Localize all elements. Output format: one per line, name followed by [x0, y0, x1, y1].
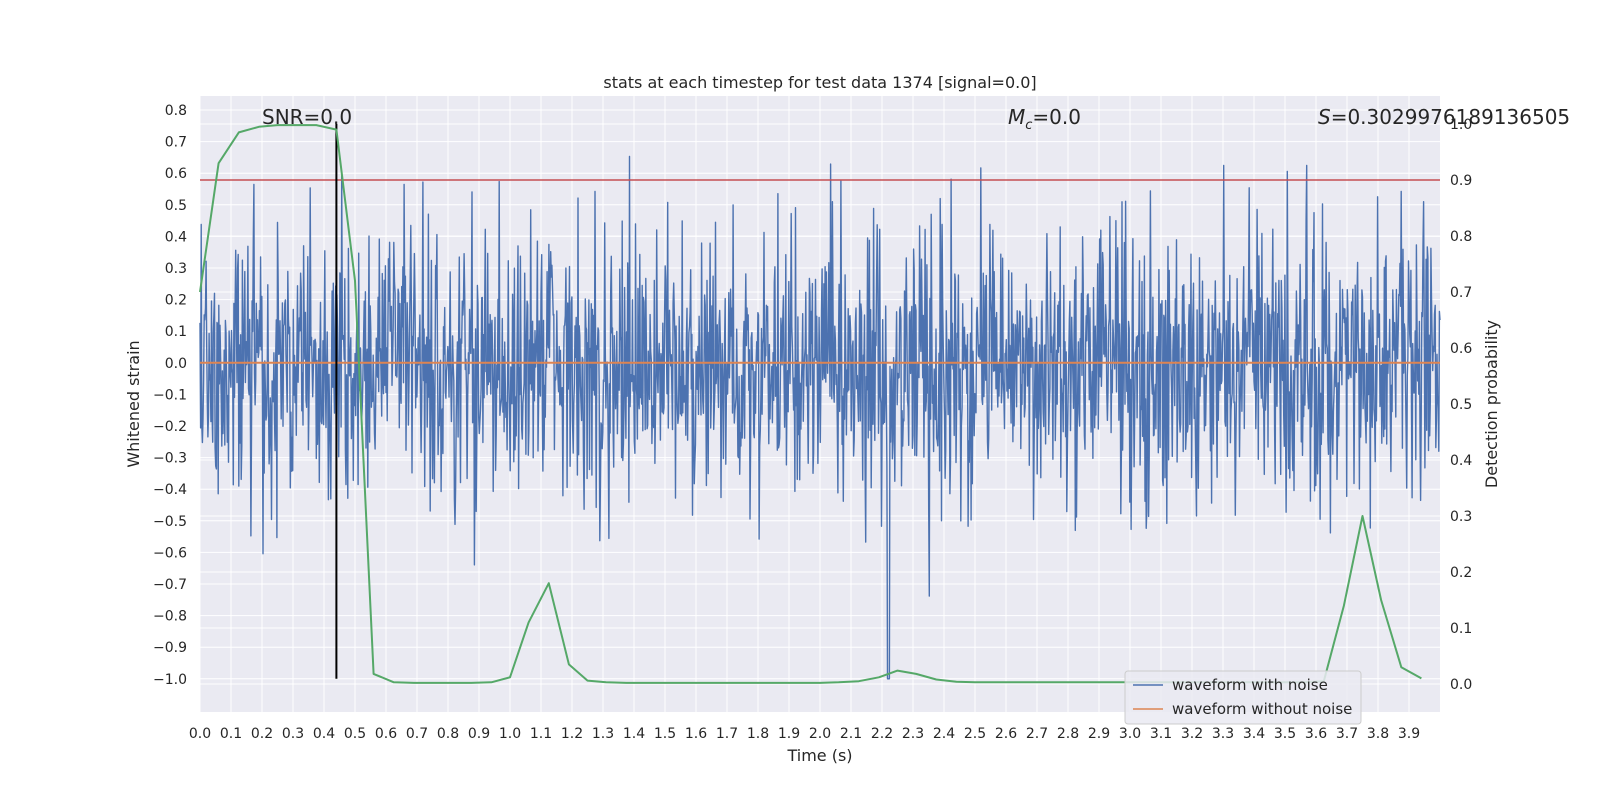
mc-value: =0.0: [1032, 105, 1081, 129]
x-tick-label: 0.3: [282, 726, 304, 742]
y2-tick-label: 1.0: [1450, 117, 1472, 133]
y2-tick-label: 0.9: [1450, 173, 1472, 189]
y-tick-label: −0.8: [153, 609, 187, 625]
s-symbol: S: [1318, 105, 1331, 129]
legend-box: [1124, 670, 1362, 725]
y2-tick-label: 0.5: [1450, 397, 1472, 413]
y-axis-label: Whitened strain: [124, 340, 143, 467]
y2-tick-label: 0.6: [1450, 341, 1472, 357]
y2-tick-label: 0.2: [1450, 565, 1472, 581]
y2-ticks: 1.0 0.9 0.8 0.7 0.6 0.5 0.4 0.3 0.2 0.1 0.0: [1450, 117, 1472, 693]
y2-tick-label: 0.3: [1450, 509, 1472, 525]
x-tick-label: 3.1: [1150, 726, 1172, 742]
x-tick-label: 2.3: [902, 726, 924, 742]
x-tick-label: 1.1: [530, 726, 552, 742]
x-tick-label: 2.4: [933, 726, 955, 742]
y-tick-label: 0.4: [165, 229, 187, 245]
x-tick-label: 0.5: [344, 726, 366, 742]
x-ticks: 0.0 0.1 0.2 0.3 0.4 0.5 0.6 0.7 0.8 0.9 1.0 1.1 1.2 1…: [189, 726, 1420, 742]
y-tick-label: −0.3: [153, 451, 187, 467]
x-tick-label: 1.4: [623, 726, 645, 742]
x-tick-label: 3.5: [1274, 726, 1296, 742]
x-tick-label: 0.0: [189, 726, 211, 742]
y-tick-label: 0.5: [165, 198, 187, 214]
mc-subscript: c: [1025, 118, 1032, 133]
y-tick-label: 0.0: [165, 356, 187, 372]
x-tick-label: 1.5: [654, 726, 676, 742]
legend-label-clean: waveform without noise: [1172, 700, 1352, 718]
x-tick-label: 0.2: [251, 726, 273, 742]
x-tick-label: 1.6: [685, 726, 707, 742]
x-tick-label: 1.7: [716, 726, 738, 742]
y2-axis-label: Detection probability: [1482, 320, 1501, 488]
x-tick-label: 0.4: [313, 726, 335, 742]
y-tick-label: −0.2: [153, 419, 187, 435]
x-tick-label: 2.9: [1088, 726, 1110, 742]
x-tick-label: 2.7: [1026, 726, 1048, 742]
x-tick-label: 1.0: [499, 726, 521, 742]
s-annotation: S=0.3029976189136505: [1318, 105, 1570, 129]
y2-tick-label: 0.0: [1450, 677, 1472, 693]
y-tick-label: −0.5: [153, 514, 187, 530]
y-tick-label: 0.7: [165, 135, 187, 151]
x-tick-label: 3.4: [1243, 726, 1265, 742]
x-tick-label: 3.7: [1336, 726, 1358, 742]
x-axis-label: Time (s): [786, 746, 852, 765]
y2-tick-label: 0.4: [1450, 453, 1472, 469]
x-tick-label: 1.2: [561, 726, 583, 742]
x-tick-label: 0.8: [437, 726, 459, 742]
x-tick-label: 3.8: [1367, 726, 1389, 742]
chart-title: stats at each timestep for test data 137…: [603, 73, 1036, 92]
y-tick-label: −0.6: [153, 545, 187, 561]
mc-symbol: M: [1008, 105, 1025, 129]
legend: waveform with noise waveform without noi…: [1124, 670, 1362, 725]
x-tick-label: 0.7: [406, 726, 428, 742]
s-value: =0.3029976189136505: [1331, 105, 1570, 129]
y-tick-label: −0.9: [153, 640, 187, 656]
y-tick-label: −0.4: [153, 482, 187, 498]
x-tick-label: 3.0: [1119, 726, 1141, 742]
noisy-waveform-line: [199, 155, 1441, 680]
x-tick-label: 2.5: [964, 726, 986, 742]
y2-tick-label: 0.7: [1450, 285, 1472, 301]
y-tick-label: 0.6: [165, 166, 187, 182]
x-tick-label: 0.1: [220, 726, 242, 742]
x-tick-label: 3.2: [1181, 726, 1203, 742]
x-tick-label: 2.6: [995, 726, 1017, 742]
y-tick-label: −0.1: [153, 387, 187, 403]
y2-tick-label: 0.1: [1450, 621, 1472, 637]
y-tick-label: 0.8: [165, 103, 187, 119]
x-tick-label: 3.3: [1212, 726, 1234, 742]
x-tick-label: 2.8: [1057, 726, 1079, 742]
snr-annotation: SNR=0.0: [262, 105, 352, 129]
y-tick-label: 0.3: [165, 261, 187, 277]
y-tick-label: 0.1: [165, 324, 187, 340]
y-tick-label: 0.2: [165, 293, 187, 309]
y-tick-label: −0.7: [153, 577, 187, 593]
x-tick-label: 1.9: [778, 726, 800, 742]
y-ticks: 0.8 0.7 0.6 0.5 0.4 0.3 0.2 0.1 0.0 −0.1 −0.2 −0.3 −…: [153, 103, 187, 688]
x-tick-label: 3.6: [1305, 726, 1327, 742]
legend-label-noise: waveform with noise: [1172, 676, 1328, 694]
x-tick-label: 1.8: [747, 726, 769, 742]
y2-tick-label: 0.8: [1450, 229, 1472, 245]
x-tick-label: 2.2: [871, 726, 893, 742]
x-tick-label: 2.1: [840, 726, 862, 742]
x-tick-label: 2.0: [809, 726, 831, 742]
x-tick-label: 1.3: [592, 726, 614, 742]
x-tick-label: 3.9: [1398, 726, 1420, 742]
mc-annotation: Mc=0.0: [1008, 105, 1081, 133]
x-tick-label: 0.9: [468, 726, 490, 742]
y-tick-label: −1.0: [153, 672, 187, 688]
x-tick-label: 0.6: [375, 726, 397, 742]
